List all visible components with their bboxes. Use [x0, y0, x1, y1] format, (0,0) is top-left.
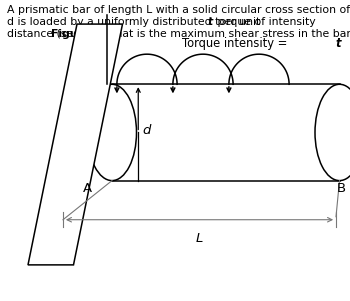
Text: distance (see: distance (see: [7, 29, 83, 39]
Text: B: B: [337, 182, 346, 195]
Ellipse shape: [315, 84, 350, 181]
Text: Torque intensity =: Torque intensity =: [182, 37, 291, 50]
Text: 1) what is the maximum shear stress in the bar?: 1) what is the maximum shear stress in t…: [78, 29, 350, 39]
Polygon shape: [28, 24, 122, 265]
Text: A prismatic bar of length L with a solid circular cross section of diameter: A prismatic bar of length L with a solid…: [7, 5, 350, 14]
Text: per unit: per unit: [214, 17, 260, 26]
Text: Figure: Figure: [51, 29, 90, 39]
Text: L: L: [196, 232, 203, 245]
Text: t: t: [336, 37, 342, 50]
Text: A: A: [83, 182, 92, 195]
Text: t: t: [208, 17, 213, 26]
Text: d: d: [143, 124, 151, 138]
Text: d is loaded by a uniformly distributed torque of intensity: d is loaded by a uniformly distributed t…: [7, 17, 319, 26]
Bar: [112, 84, 340, 181]
